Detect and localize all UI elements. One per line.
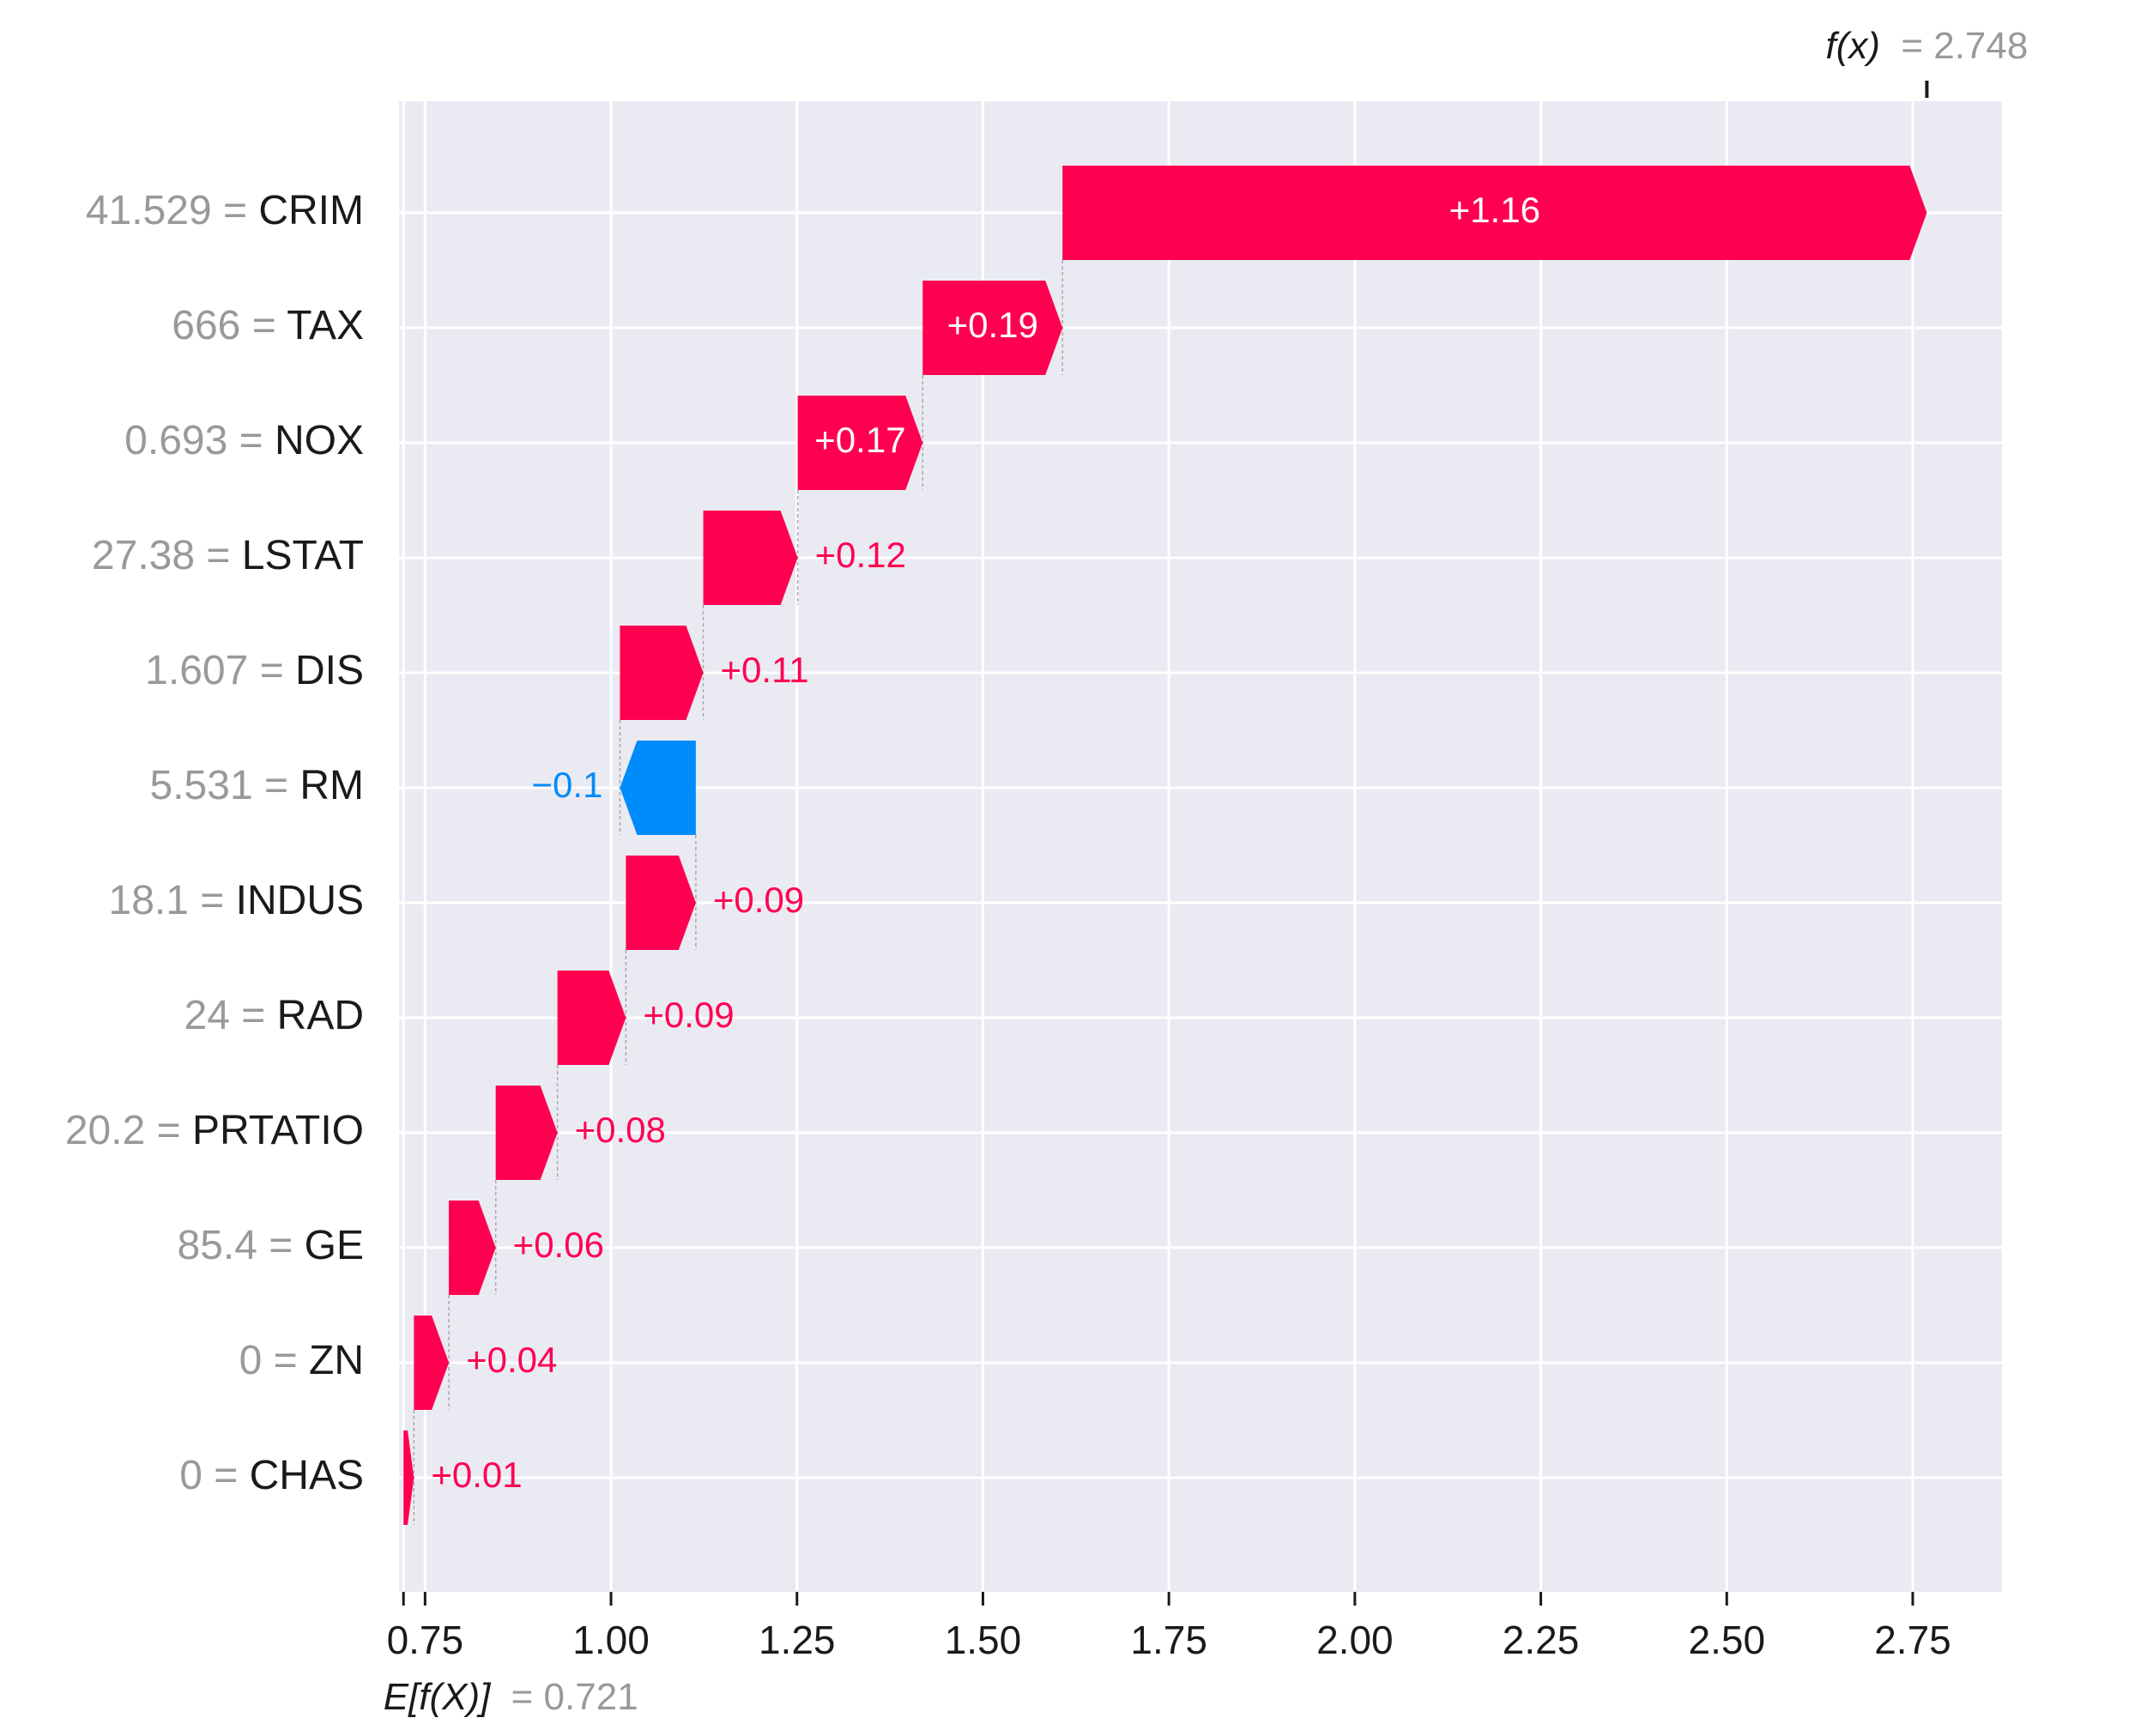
feature-name: RM: [299, 763, 364, 808]
feature-value: 5.531 =: [150, 763, 300, 808]
contribution-label: +0.08: [575, 1110, 666, 1150]
x-axis: 0.75 1.00 1.25 1.50 1.75 2.00 2.25 2.50 2.75: [387, 1592, 1951, 1662]
output-value-annotation: f(x) = 2.748: [1826, 25, 2029, 98]
feature-value: 85.4 =: [178, 1223, 305, 1268]
output-value: = 2.748: [1901, 25, 2028, 67]
feature-label: 20.2 = PRTATIO: [65, 1108, 364, 1153]
feature-label: 18.1 = INDUS: [109, 878, 364, 923]
contribution-label: +0.09: [713, 880, 804, 920]
grid-lines: [399, 101, 2002, 1592]
bar-rm: [620, 741, 696, 835]
contribution-label: +0.11: [721, 650, 809, 690]
feature-name: NOX: [275, 418, 364, 463]
feature-value: 27.38 =: [92, 533, 242, 578]
contribution-label: +0.06: [513, 1225, 604, 1265]
feature-label: 0.693 = NOX: [124, 418, 364, 463]
feature-value: 0.693 =: [124, 418, 275, 463]
x-tick-label: 2.00: [1316, 1618, 1394, 1662]
x-tick-label: 2.25: [1503, 1618, 1580, 1662]
contribution-label: +0.12: [815, 535, 906, 575]
feature-label: 0 = ZN: [239, 1338, 364, 1383]
base-value-annotation: E[f(X)] = 0.721: [384, 1676, 638, 1718]
bar-ge: [449, 1201, 496, 1295]
feature-labels: 41.529 = CRIM 666 = TAX 0.693 = NOX 27.38 =…: [65, 188, 364, 1498]
x-tick-label: 2.75: [1874, 1618, 1951, 1662]
feature-name: LSTAT: [242, 533, 364, 578]
x-tick-label: 1.75: [1130, 1618, 1207, 1662]
x-tick-label: 1.25: [759, 1618, 836, 1662]
contribution-label: +0.19: [947, 305, 1038, 345]
base-label: E[f(X)]: [384, 1676, 492, 1718]
bar-nox: [797, 396, 923, 490]
bar-prtatio: [495, 1086, 558, 1180]
x-tick-label: 1.00: [572, 1618, 650, 1662]
feature-label: 41.529 = CRIM: [86, 188, 364, 233]
feature-name: CRIM: [258, 188, 364, 233]
contribution-bars: [403, 166, 1927, 1525]
connector-lines: [413, 260, 1063, 1525]
feature-name: RAD: [277, 993, 364, 1038]
contribution-label: +1.16: [1449, 190, 1540, 230]
feature-value: 20.2 =: [65, 1108, 192, 1153]
feature-name: PRTATIO: [192, 1108, 364, 1153]
contribution-label: −0.1: [532, 765, 603, 805]
feature-label: 5.531 = RM: [150, 763, 364, 808]
output-label: f(x): [1826, 25, 1881, 67]
bar-zn: [414, 1316, 450, 1410]
feature-label: 0 = CHAS: [179, 1453, 364, 1498]
base-value: = 0.721: [511, 1676, 638, 1718]
feature-value: 24 =: [184, 993, 277, 1038]
feature-label: 1.607 = DIS: [145, 648, 364, 693]
feature-label: 24 = RAD: [184, 993, 364, 1038]
output-value-label: f(x) = 2.748: [1826, 25, 2029, 67]
feature-name: GE: [305, 1223, 364, 1268]
x-tick-label: 0.75: [387, 1618, 464, 1662]
feature-name: DIS: [295, 648, 364, 693]
contribution-label: +0.17: [814, 420, 905, 460]
contribution-label: +0.04: [466, 1340, 557, 1380]
x-tick-label: 2.50: [1689, 1618, 1766, 1662]
contribution-labels: +1.16 +0.19 +0.17 +0.12 +0.11 −0.1 +0.09 +0.09 +…: [431, 190, 1540, 1495]
feature-name: TAX: [287, 303, 364, 348]
feature-value: 41.529 =: [86, 188, 259, 233]
base-value-label: E[f(X)] = 0.721: [384, 1676, 638, 1718]
feature-name: INDUS: [236, 878, 364, 923]
feature-name: CHAS: [250, 1453, 364, 1498]
contribution-label: +0.01: [431, 1455, 522, 1495]
feature-label: 666 = TAX: [172, 303, 364, 348]
feature-name: ZN: [309, 1338, 364, 1383]
bar-dis: [620, 626, 704, 720]
feature-value: 666 =: [172, 303, 287, 348]
bar-lstat: [703, 511, 798, 605]
bar-chas: [403, 1431, 414, 1525]
bar-indus: [626, 856, 696, 950]
plot-background: [399, 101, 2002, 1592]
x-tick-label: 1.50: [945, 1618, 1022, 1662]
feature-value: 0 =: [179, 1453, 249, 1498]
bar-tax: [922, 281, 1063, 375]
feature-label: 85.4 = GE: [178, 1223, 364, 1268]
feature-label: 27.38 = LSTAT: [92, 533, 364, 578]
feature-value: 1.607 =: [145, 648, 295, 693]
contribution-label: +0.09: [643, 995, 734, 1035]
bar-rad: [557, 971, 626, 1065]
feature-value: 18.1 =: [109, 878, 236, 923]
bar-crim: [1062, 166, 1927, 260]
feature-value: 0 =: [239, 1338, 309, 1383]
